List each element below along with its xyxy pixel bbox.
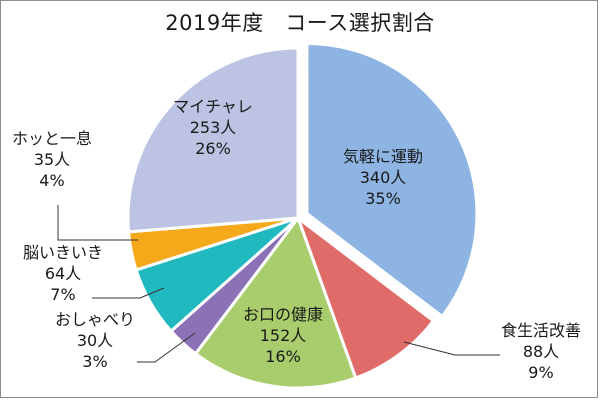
slice-label-count: 88人 [523,342,559,361]
slice-label-name: 脳いきいき [23,243,103,262]
leader-line [92,287,165,299]
slice-label-percent: 9% [528,363,553,382]
slice-label-count: 35人 [34,150,70,169]
slice-label-percent: 4% [39,171,64,190]
slice-label-name: マイチャレ [173,97,253,116]
slice-label-name: 気軽に運動 [343,147,423,166]
pie-slice [193,214,358,390]
pie-slice [126,46,300,234]
chart-title: 2019年度 コース選択割合 [165,11,435,35]
leader-line [403,341,500,356]
leader-line [57,205,138,241]
slice-label-count: 253人 [190,118,237,137]
slice-label-count: 64人 [45,264,81,283]
slice-label-percent: 7% [50,285,75,304]
slice-label-count: 152人 [260,326,307,345]
pie-slice [294,213,436,380]
slice-label-name: おしゃべり [55,310,135,329]
slice-label-count: 340人 [360,168,407,187]
slice-label-percent: 16% [265,347,301,366]
pie-slice [305,42,479,319]
slice-label-percent: 35% [365,189,401,208]
slice-label-name: 食生活改善 [501,321,581,340]
slice-label-count: 30人 [77,331,113,350]
slice-label-percent: 3% [82,352,107,371]
slice-label-name: お口の健康 [243,305,323,324]
slice-label-name: ホッと一息 [12,129,92,148]
slice-label-percent: 26% [195,139,231,158]
leader-line [137,332,196,363]
